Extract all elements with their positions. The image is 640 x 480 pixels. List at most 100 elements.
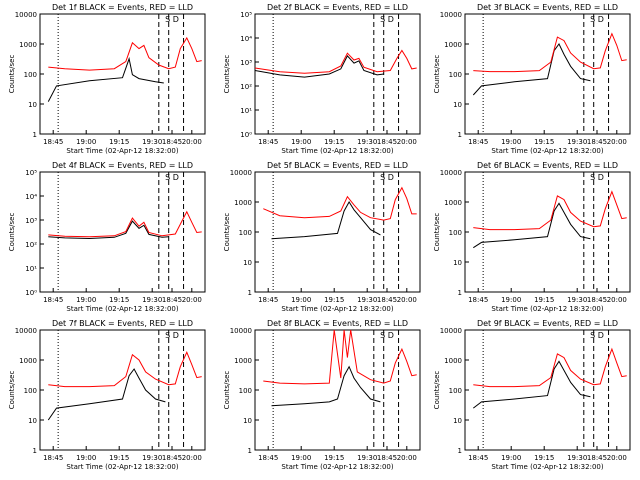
- y-tick-label: 100: [449, 229, 462, 237]
- lld-series-line: [48, 36, 202, 71]
- y-tick-label: 1: [458, 131, 462, 139]
- y-tick-label: 1000: [444, 199, 462, 207]
- y-tick-label: 10: [453, 417, 462, 425]
- x-axis-label: Start Time (02-Apr-12 18:32:00): [66, 147, 178, 155]
- events-series-line: [48, 220, 169, 240]
- lld-series-line: [263, 329, 417, 385]
- panel-title: Det 8f BLACK = Events, RED = LLD: [267, 319, 408, 328]
- x-tick-label: 18:45: [43, 296, 63, 304]
- y-tick-label: 100: [24, 387, 37, 395]
- event-marker-label: S D: [590, 331, 604, 340]
- x-tick-label: 19:00: [76, 454, 96, 462]
- events-series-line: [47, 368, 166, 421]
- y-tick-label: 1: [33, 131, 37, 139]
- events-series-line: [271, 365, 381, 407]
- x-tick-label: 18:45: [377, 454, 397, 462]
- y-axis-label: Counts/sec: [433, 213, 441, 252]
- y-tick-label: 10³: [25, 217, 37, 225]
- y-axis-label: Counts/sec: [223, 213, 231, 252]
- y-tick-label: 10⁰: [25, 289, 37, 297]
- y-tick-label: 10⁴: [25, 193, 37, 201]
- x-tick-label: 20:00: [607, 454, 627, 462]
- x-axis-label: Start Time (02-Apr-12 18:32:00): [66, 463, 178, 471]
- x-tick-label: 18:45: [377, 296, 397, 304]
- x-tick-label: 18:45: [258, 454, 278, 462]
- x-tick-label: 19:15: [109, 296, 129, 304]
- y-axis-label: Counts/sec: [8, 213, 16, 252]
- y-tick-label: 10¹: [240, 107, 252, 115]
- event-marker-label: S D: [380, 15, 394, 24]
- x-tick-label: 19:15: [109, 454, 129, 462]
- lld-series-line: [48, 351, 202, 388]
- events-series-line: [472, 43, 591, 96]
- y-tick-label: 10000: [440, 11, 462, 19]
- x-tick-label: 19:00: [76, 138, 96, 146]
- y-tick-label: 10: [453, 101, 462, 109]
- x-tick-label: 20:00: [607, 296, 627, 304]
- x-tick-label: 20:00: [182, 296, 202, 304]
- panel-title: Det 4f BLACK = Events, RED = LLD: [52, 161, 193, 170]
- x-tick-label: 19:15: [324, 454, 344, 462]
- events-series-line: [473, 202, 591, 249]
- y-axis-label: Counts/sec: [433, 371, 441, 410]
- x-tick-label: 19:30: [567, 454, 587, 462]
- event-marker-label: S D: [380, 173, 394, 182]
- event-marker-label: S D: [380, 331, 394, 340]
- x-axis-label: Start Time (02-Apr-12 18:32:00): [281, 147, 393, 155]
- x-tick-label: 19:30: [142, 296, 162, 304]
- x-tick-label: 19:00: [76, 296, 96, 304]
- y-tick-label: 10¹: [25, 265, 37, 273]
- x-tick-label: 18:45: [587, 296, 607, 304]
- y-tick-label: 1000: [19, 41, 37, 49]
- x-tick-label: 19:15: [324, 138, 344, 146]
- y-axis-label: Counts/sec: [223, 371, 231, 410]
- panel-title: Det 9f BLACK = Events, RED = LLD: [477, 319, 618, 328]
- y-tick-label: 1000: [444, 357, 462, 365]
- panel-title: Det 6f BLACK = Events, RED = LLD: [477, 161, 618, 170]
- y-tick-label: 100: [239, 229, 252, 237]
- y-axis-label: Counts/sec: [433, 55, 441, 94]
- event-marker-label: S D: [165, 331, 179, 340]
- lld-series-line: [473, 32, 627, 73]
- y-tick-label: 1000: [234, 199, 252, 207]
- x-axis-label: Start Time (02-Apr-12 18:32:00): [491, 463, 603, 471]
- y-tick-label: 1: [248, 447, 252, 455]
- y-tick-label: 10⁵: [25, 169, 37, 177]
- y-tick-label: 1000: [234, 357, 252, 365]
- y-tick-label: 10000: [440, 327, 462, 335]
- lld-series-line: [473, 190, 627, 231]
- x-axis-label: Start Time (02-Apr-12 18:32:00): [491, 305, 603, 313]
- x-tick-label: 20:00: [607, 138, 627, 146]
- x-tick-label: 20:00: [182, 138, 202, 146]
- events-series-line: [254, 55, 384, 78]
- x-tick-label: 19:00: [291, 454, 311, 462]
- x-tick-label: 19:15: [109, 138, 129, 146]
- x-tick-label: 19:00: [501, 296, 521, 304]
- x-tick-label: 18:45: [162, 138, 182, 146]
- plot-frame: [464, 171, 631, 293]
- event-marker-label: S D: [165, 15, 179, 24]
- x-tick-label: 19:30: [142, 454, 162, 462]
- y-tick-label: 100: [449, 71, 462, 79]
- y-tick-label: 10: [28, 417, 37, 425]
- y-tick-label: 1000: [444, 41, 462, 49]
- x-tick-label: 19:30: [567, 138, 587, 146]
- x-tick-label: 19:00: [291, 138, 311, 146]
- plot-frame: [39, 13, 206, 135]
- x-axis-label: Start Time (02-Apr-12 18:32:00): [281, 463, 393, 471]
- x-tick-label: 19:00: [501, 454, 521, 462]
- y-tick-label: 10000: [440, 169, 462, 177]
- y-tick-label: 1: [33, 447, 37, 455]
- plot-frame: [464, 13, 631, 135]
- y-tick-label: 10: [243, 259, 252, 267]
- x-tick-label: 19:15: [534, 296, 554, 304]
- lld-series-line: [48, 210, 202, 238]
- panel-title: Det 1f BLACK = Events, RED = LLD: [52, 3, 193, 12]
- x-tick-label: 18:45: [162, 454, 182, 462]
- x-axis-label: Start Time (02-Apr-12 18:32:00): [491, 147, 603, 155]
- y-axis-label: Counts/sec: [8, 371, 16, 410]
- plot-frame: [464, 329, 631, 451]
- x-tick-label: 19:00: [501, 138, 521, 146]
- x-tick-label: 19:00: [291, 296, 311, 304]
- x-tick-label: 18:45: [468, 138, 488, 146]
